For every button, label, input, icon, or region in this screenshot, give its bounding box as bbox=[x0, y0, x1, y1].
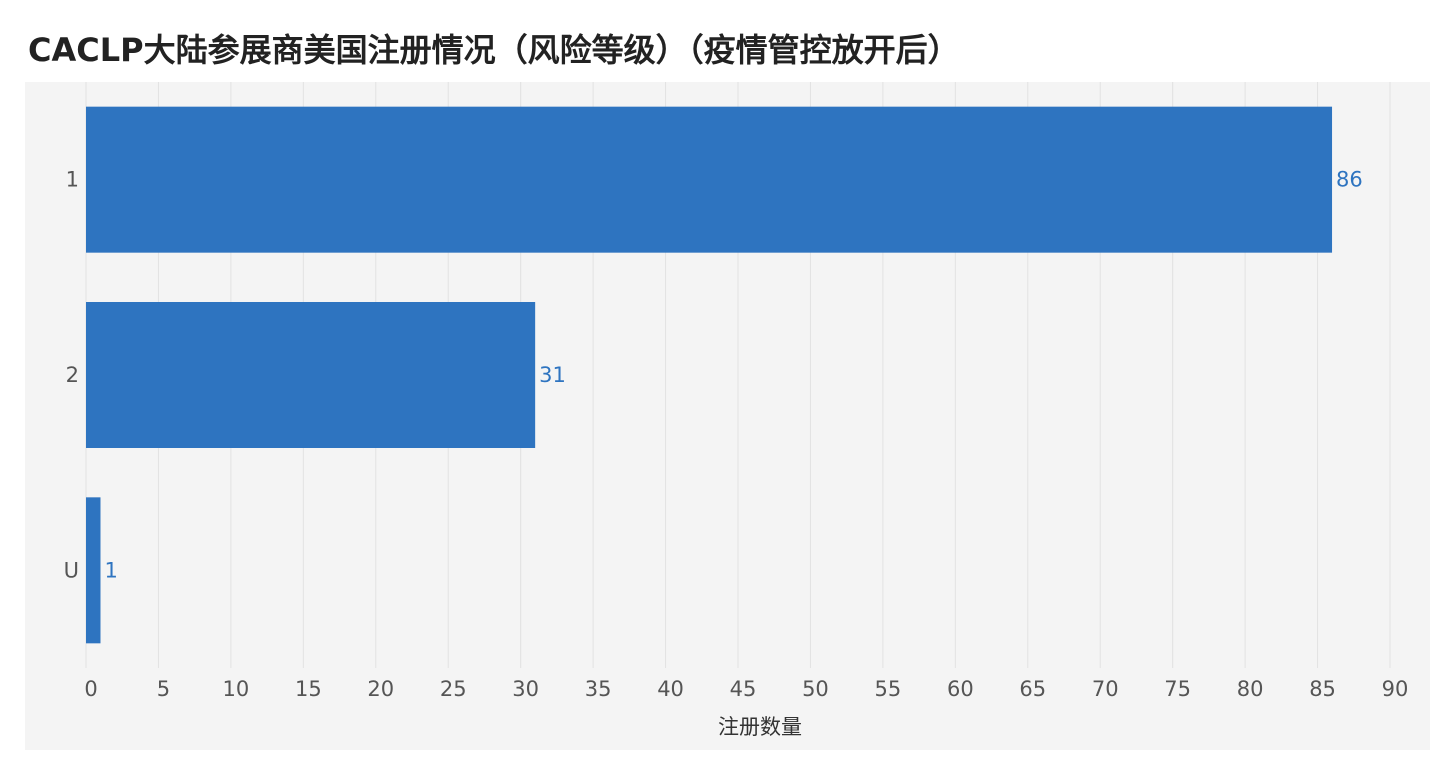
x-tick-label: 65 bbox=[1019, 677, 1046, 701]
bar bbox=[86, 497, 101, 644]
x-tick-label: 30 bbox=[512, 677, 539, 701]
x-tick-label: 15 bbox=[295, 677, 322, 701]
x-tick-label: 60 bbox=[947, 677, 974, 701]
value-label: 1 bbox=[104, 558, 117, 582]
x-tick-label: 80 bbox=[1237, 677, 1264, 701]
x-tick-label: 10 bbox=[223, 677, 250, 701]
x-tick-label: 85 bbox=[1309, 677, 1336, 701]
x-tick-label: 75 bbox=[1164, 677, 1191, 701]
x-tick-label: 45 bbox=[730, 677, 757, 701]
y-tick-label: 2 bbox=[66, 363, 79, 387]
x-tick-label: 20 bbox=[367, 677, 394, 701]
x-tick-label: 70 bbox=[1092, 677, 1119, 701]
y-tick-label: U bbox=[64, 558, 79, 582]
bar bbox=[86, 302, 536, 448]
x-tick-label: 40 bbox=[657, 677, 684, 701]
y-tick-label: 1 bbox=[66, 168, 79, 192]
value-label: 31 bbox=[539, 363, 566, 387]
x-axis-title: 注册数量 bbox=[718, 715, 802, 739]
x-tick-label: 90 bbox=[1382, 677, 1409, 701]
bar bbox=[86, 106, 1333, 253]
x-tick-label: 35 bbox=[585, 677, 612, 701]
x-tick-label: 50 bbox=[802, 677, 829, 701]
chart-title: CACLP大陆参展商美国注册情况（风险等级）（疫情管控放开后） bbox=[28, 31, 960, 69]
x-tick-label: 5 bbox=[157, 677, 170, 701]
x-tick-label: 0 bbox=[84, 677, 97, 701]
x-tick-label: 25 bbox=[440, 677, 467, 701]
x-tick-label: 55 bbox=[875, 677, 902, 701]
value-label: 86 bbox=[1336, 168, 1363, 192]
